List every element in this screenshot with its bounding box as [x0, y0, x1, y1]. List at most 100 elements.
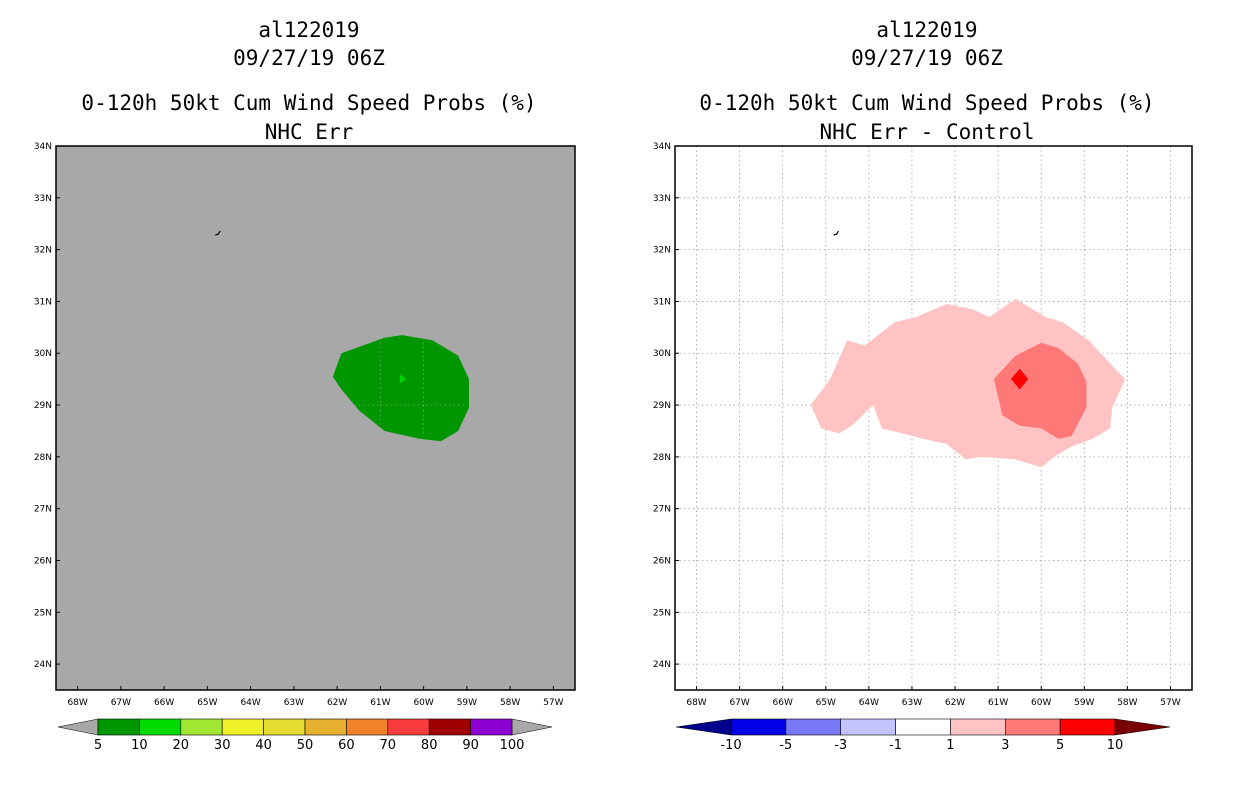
- x-tick-label: 68W: [67, 698, 87, 708]
- panel-nhc-err: al122019 09/27/19 06Z 0-120h 50kt Cum Wi…: [34, 18, 576, 753]
- y-tick-label: 32N: [34, 246, 52, 256]
- x-tick-label: 57W: [543, 698, 563, 708]
- x-tick-label: 66W: [773, 698, 793, 708]
- x-tick-label: 60W: [1031, 698, 1051, 708]
- map-frame: [674, 145, 1193, 691]
- x-tick-label: 66W: [154, 698, 174, 708]
- colorbar-swatch: [139, 718, 182, 736]
- x-tick-label: 64W: [859, 698, 879, 708]
- x-tick-label: 58W: [1117, 698, 1137, 708]
- x-tick-label: 65W: [816, 698, 836, 708]
- y-tick-label: 30N: [34, 349, 52, 359]
- colorbar-swatch: [895, 718, 951, 736]
- colorbar-swatch: [428, 718, 471, 736]
- colorbar-label: 10: [1107, 738, 1124, 753]
- y-tick-label: 34N: [34, 142, 52, 152]
- colorbar-swatch: [304, 718, 347, 736]
- y-tick-label: 33N: [34, 194, 52, 204]
- colorbar-label: 40: [255, 738, 272, 753]
- y-tick-label: 29N: [653, 401, 671, 411]
- y-tick-label: 31N: [653, 297, 671, 307]
- y-tick-label: 34N: [653, 142, 671, 152]
- x-tick-label: 59W: [457, 698, 477, 708]
- colorbar-label: 5: [1056, 738, 1064, 753]
- y-tick-label: 24N: [34, 660, 52, 670]
- y-tick-label: 25N: [653, 608, 671, 618]
- colorbar-swatch: [470, 718, 513, 736]
- colorbar-label: 5: [94, 738, 102, 753]
- map-frame: [55, 145, 576, 691]
- y-tick-label: 26N: [34, 556, 52, 566]
- x-tick-label: 64W: [240, 698, 260, 708]
- colorbar-label: 100: [500, 738, 525, 753]
- colorbar-label: 1: [946, 738, 954, 753]
- y-tick-label: 30N: [653, 349, 671, 359]
- colorbar-label: 80: [421, 738, 438, 753]
- colorbar-under-triangle: [675, 718, 732, 736]
- y-tick-label: 28N: [653, 453, 671, 463]
- colorbar-over-triangle: [511, 718, 553, 736]
- x-tick-label: 62W: [945, 698, 965, 708]
- storm-id: al122019: [876, 18, 978, 42]
- y-tick-label: 25N: [34, 608, 52, 618]
- colorbar-swatch: [97, 718, 140, 736]
- y-tick-label: 32N: [653, 246, 671, 256]
- colorbar-label: 20: [173, 738, 190, 753]
- y-tick-label: 24N: [653, 660, 671, 670]
- colorbar-under-triangle: [57, 718, 99, 736]
- colorbar-label: -3: [834, 738, 847, 753]
- map-background: [56, 146, 575, 690]
- colorbar-label: -10: [720, 738, 741, 753]
- contour-region-3-5: [993, 342, 1087, 439]
- colorbar-label: -1: [889, 738, 902, 753]
- x-tick-label: 59W: [1074, 698, 1094, 708]
- x-tick-label: 58W: [500, 698, 520, 708]
- colorbar-label: 90: [462, 738, 479, 753]
- colorbar-swatch: [1059, 718, 1116, 736]
- colorbar-swatch: [840, 718, 896, 736]
- colorbar-swatch: [263, 718, 306, 736]
- y-tick-label: 33N: [653, 194, 671, 204]
- colorbar-label: 30: [214, 738, 231, 753]
- y-tick-label: 29N: [34, 401, 52, 411]
- colorbar-swatch: [1004, 718, 1061, 736]
- colorbar-label: 50: [297, 738, 314, 753]
- contour-region-10-20: [399, 374, 407, 384]
- x-tick-label: 61W: [988, 698, 1008, 708]
- x-tick-label: 63W: [902, 698, 922, 708]
- colorbar-over-triangle: [1114, 718, 1171, 736]
- x-tick-label: 63W: [284, 698, 304, 708]
- colorbar-label: 10: [131, 738, 148, 753]
- colorbar-swatch: [785, 718, 842, 736]
- x-tick-label: 67W: [729, 698, 749, 708]
- difference-map: 68W 67W 66W 65W 64W 63W 62W 61W 60W 59W 58W 57W 24N 2…: [653, 142, 1193, 753]
- colorbar-swatch: [346, 718, 389, 736]
- y-tick-label: 28N: [34, 453, 52, 463]
- x-tick-label: 57W: [1160, 698, 1180, 708]
- colorbar-label: -5: [779, 738, 792, 753]
- chart-subtitle: NHC Err - Control: [819, 120, 1035, 144]
- colorbar-swatch: [221, 718, 264, 736]
- y-tick-label: 31N: [34, 297, 52, 307]
- contour-region-5-10: [332, 335, 469, 442]
- island-bermuda: [214, 230, 221, 236]
- colorbar-swatch: [730, 718, 787, 736]
- colorbar-label: 3: [1001, 738, 1009, 753]
- forecast-datetime: 09/27/19 06Z: [233, 46, 385, 70]
- colorbar-swatch: [387, 718, 430, 736]
- chart-title: 0-120h 50kt Cum Wind Speed Probs (%): [699, 91, 1155, 115]
- probability-map: 68W 67W 66W 65W 64W 63W 62W 61W 60W 59W 58W 57W 24N 2…: [34, 142, 576, 753]
- colorbar-swatch: [180, 718, 223, 736]
- colorbar-swatch: [950, 718, 1006, 736]
- y-tick-label: 27N: [653, 505, 671, 515]
- forecast-datetime: 09/27/19 06Z: [851, 46, 1003, 70]
- x-tick-label: 62W: [327, 698, 347, 708]
- x-tick-label: 67W: [111, 698, 131, 708]
- chart-title: 0-120h 50kt Cum Wind Speed Probs (%): [81, 91, 537, 115]
- x-tick-label: 60W: [413, 698, 433, 708]
- x-tick-label: 68W: [686, 698, 706, 708]
- storm-id: al122019: [258, 18, 360, 42]
- island-bermuda: [833, 230, 840, 236]
- x-tick-label: 61W: [370, 698, 390, 708]
- colorbar-label: 60: [338, 738, 355, 753]
